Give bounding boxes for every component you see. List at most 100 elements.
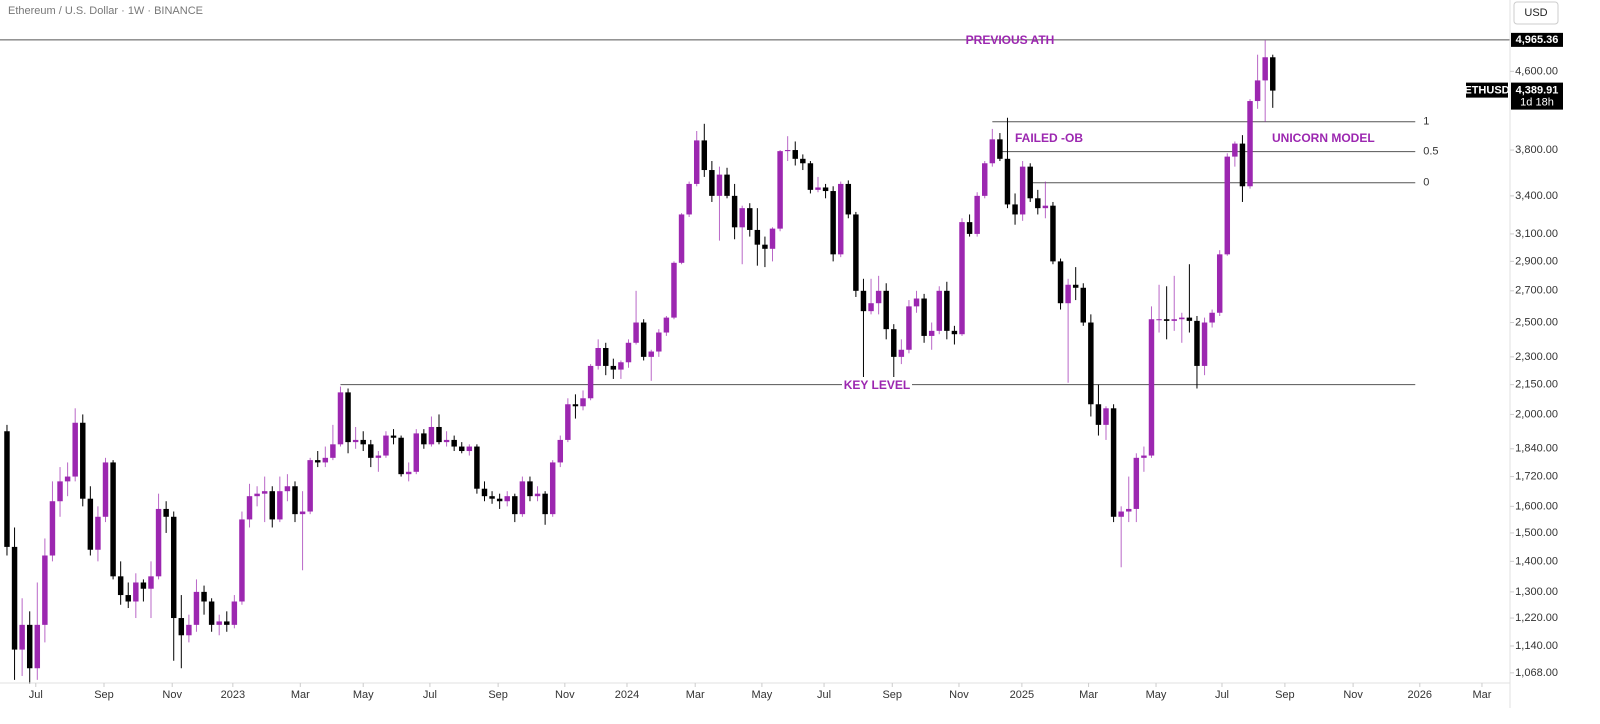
- candle-body: [747, 208, 753, 230]
- candles: [4, 40, 1276, 684]
- x-tick-label: Mar: [1079, 689, 1098, 701]
- y-tick-label: 1,220.00: [1515, 612, 1558, 624]
- candle-body: [731, 195, 738, 228]
- candle-body: [496, 498, 503, 502]
- candle-body: [337, 392, 344, 445]
- candle-body: [466, 446, 473, 452]
- level-label: 0: [1423, 177, 1429, 189]
- currency-button[interactable]: [1513, 1, 1559, 25]
- candle-body: [1095, 404, 1102, 425]
- x-tick-label: Nov: [555, 689, 575, 701]
- symbol-tag: [1466, 82, 1508, 98]
- x-tick-label: 2025: [1010, 689, 1034, 701]
- y-tick-label: 3,100.00: [1515, 228, 1558, 240]
- candle-body: [140, 582, 147, 589]
- candle-body: [656, 332, 662, 352]
- candle-body: [451, 439, 457, 447]
- candle-body: [383, 435, 389, 456]
- candle-body: [72, 422, 78, 477]
- candle-body: [868, 303, 874, 312]
- candle-body: [375, 455, 382, 458]
- x-tick-label: Jul: [29, 689, 43, 701]
- levels: [0, 39, 1510, 386]
- candle-body: [1012, 204, 1018, 215]
- candle-body: [565, 404, 571, 440]
- candle-body: [1232, 143, 1238, 157]
- candle-body: [891, 329, 897, 357]
- candle-body: [1126, 508, 1132, 512]
- candle-body: [315, 460, 321, 463]
- candle-body: [800, 158, 806, 164]
- candle-body: [853, 214, 859, 291]
- candle-body: [489, 496, 495, 499]
- y-tick-label: 2,900.00: [1515, 255, 1558, 267]
- candle-body: [474, 446, 480, 489]
- y-tick-label: 1,600.00: [1515, 500, 1558, 512]
- candle-body: [1186, 317, 1193, 321]
- x-tick-label: May: [353, 689, 374, 701]
- symbol-label: ETHUSD: [1464, 85, 1509, 97]
- annotation: PREVIOUS ATH: [966, 33, 1055, 47]
- candle-body: [678, 214, 685, 263]
- candle-body: [709, 170, 715, 196]
- x-tick-label: Nov: [1343, 689, 1363, 701]
- candle-body: [1088, 322, 1094, 405]
- candle-body: [1080, 287, 1086, 323]
- candle-body: [754, 229, 761, 245]
- x-tick-label: Mar: [291, 689, 310, 701]
- candle-body: [1057, 261, 1064, 304]
- candle-body: [792, 150, 798, 159]
- candle-body: [246, 496, 253, 520]
- candle-body: [534, 493, 541, 497]
- countdown-label: 1d 18h: [1520, 97, 1554, 109]
- y-tick-label: 2,000.00: [1515, 408, 1558, 420]
- currency-label[interactable]: USD: [1524, 7, 1547, 19]
- y-tick-label: 1,500.00: [1515, 527, 1558, 539]
- candle-body: [64, 476, 71, 482]
- candle-body: [640, 322, 647, 357]
- candle-body: [11, 546, 18, 650]
- x-tick-label: Jul: [423, 689, 437, 701]
- y-tick-label: 2,500.00: [1515, 316, 1558, 328]
- level-label: 1: [1423, 116, 1429, 128]
- candle-body: [231, 601, 238, 625]
- candle-body: [1118, 511, 1124, 517]
- candle-body: [42, 555, 48, 625]
- candle-body: [1179, 317, 1185, 320]
- candle-body: [360, 439, 366, 445]
- candle-body: [398, 437, 404, 475]
- candle-body: [504, 496, 510, 502]
- candle-body: [845, 183, 852, 215]
- candle-body: [57, 481, 63, 502]
- candle-body: [186, 624, 192, 636]
- candle-body: [299, 511, 306, 515]
- candle-body: [883, 290, 889, 330]
- x-tick-label: 2026: [1408, 689, 1432, 701]
- y-tick-label: 1,400.00: [1515, 555, 1558, 567]
- candle-body: [1004, 158, 1011, 205]
- candle-body: [777, 151, 783, 229]
- annotation: KEY LEVEL: [844, 378, 910, 392]
- candle-body: [1171, 319, 1177, 321]
- candle-body: [208, 601, 215, 625]
- candle-body: [966, 222, 973, 234]
- candle-body: [928, 330, 935, 336]
- y-tick-label: 1,140.00: [1515, 640, 1558, 652]
- y-tick-label: 1,720.00: [1515, 470, 1558, 482]
- annotation-bg: [842, 377, 912, 393]
- candle-body: [997, 139, 1003, 159]
- candle-body: [527, 481, 533, 497]
- x-tick-label: Sep: [1275, 689, 1295, 701]
- y-tick-label: 1,840.00: [1515, 443, 1558, 455]
- candle-body: [974, 195, 980, 234]
- candle-body: [572, 404, 579, 407]
- candle-body: [284, 486, 291, 492]
- candle-body: [413, 433, 419, 472]
- price-tag: [1511, 32, 1563, 47]
- candle-body: [1156, 319, 1162, 321]
- candle-body: [1103, 408, 1109, 425]
- candle-body: [421, 433, 427, 445]
- candle-body: [1201, 322, 1208, 366]
- candle-body: [936, 290, 942, 331]
